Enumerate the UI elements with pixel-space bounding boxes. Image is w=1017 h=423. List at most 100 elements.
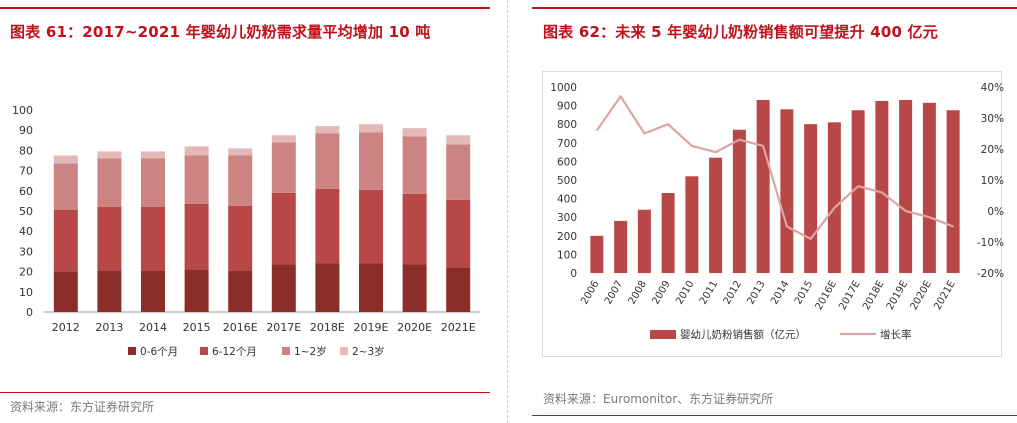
legend-label: 0-6个月 — [140, 346, 178, 358]
y-right-tick-label: 40% — [981, 82, 1004, 94]
y-left-tick-label: 100 — [557, 249, 577, 261]
sales-bar — [946, 110, 960, 273]
x-tick-label: 2008 — [627, 279, 649, 307]
figure-61-title: 图表 61：2017~2021 年婴幼儿奶粉需求量平均增加 10 吨 — [10, 23, 431, 41]
x-tick-label: 2021E — [932, 279, 957, 312]
growth-rate-point — [928, 216, 930, 218]
legend-label: 婴幼儿奶粉销售额（亿元） — [680, 328, 806, 341]
bar-segment — [141, 151, 165, 159]
y-right-tick-label: 30% — [981, 113, 1004, 125]
growth-rate-point — [833, 207, 835, 209]
x-tick-label: 2017E — [837, 279, 862, 312]
y-tick-label: 70 — [19, 165, 33, 178]
bar-segment — [446, 135, 471, 145]
x-tick-label: 2018E — [310, 321, 345, 334]
sales-bar — [899, 100, 913, 273]
y-left-tick-label: 300 — [557, 212, 577, 224]
x-tick-label: 2012 — [722, 279, 744, 307]
legend-label: 增长率 — [880, 328, 912, 341]
growth-rate-point — [596, 129, 598, 131]
y-left-tick-label: 700 — [557, 138, 577, 150]
bar-segment — [228, 155, 253, 206]
panel-divider — [507, 0, 508, 423]
sales-bar — [614, 220, 628, 273]
x-tick-label: 2015 — [183, 321, 211, 334]
y-right-tick-label: 20% — [981, 144, 1004, 156]
sales-bar — [827, 122, 841, 273]
bar-segment — [97, 158, 122, 207]
x-tick-label: 2013 — [745, 279, 767, 307]
y-tick-label: 50 — [19, 205, 33, 218]
growth-rate-point — [738, 139, 740, 141]
sales-bar — [804, 124, 818, 273]
growth-rate-point — [715, 151, 717, 153]
x-tick-label: 2016E — [223, 321, 258, 334]
x-tick-label: 2011 — [698, 279, 720, 307]
bar-segment — [97, 206, 122, 271]
y-right-tick-label: -10% — [977, 237, 1004, 249]
x-tick-label: 2019E — [354, 321, 389, 334]
bar-segment — [53, 163, 78, 210]
sales-bar — [732, 129, 746, 273]
bar-segment — [184, 146, 209, 156]
y-left-tick-label: 600 — [557, 156, 577, 168]
legend-swatch — [282, 347, 290, 355]
figure-62-source: 资料来源：Euromonitor、东方证券研究所 — [543, 392, 774, 406]
x-tick-label: 2017E — [266, 321, 301, 334]
x-tick-label: 2012 — [52, 321, 80, 334]
y-tick-label: 60 — [19, 185, 33, 198]
x-tick-label: 2015 — [793, 279, 815, 307]
sales-bar — [709, 157, 723, 273]
growth-rate-point — [620, 95, 622, 97]
bar-segment — [271, 135, 296, 143]
sales-bar — [685, 176, 699, 273]
x-tick-label: 2018E — [861, 279, 886, 312]
title-rule — [532, 7, 1017, 9]
growth-rate-point — [762, 145, 764, 147]
x-tick-label: 2007 — [603, 279, 625, 307]
bar-segment — [228, 148, 253, 156]
legend-swatch — [128, 347, 136, 355]
sales-bar — [590, 235, 604, 273]
y-tick-label: 40 — [19, 225, 33, 238]
sales-bar — [851, 110, 865, 273]
y-left-tick-label: 400 — [557, 194, 577, 206]
legend-label: 1~2岁 — [294, 345, 327, 358]
y-tick-label: 80 — [19, 144, 33, 157]
sales-bar — [661, 193, 675, 273]
figure-61-source: 资料来源：东方证券研究所 — [10, 400, 155, 414]
growth-rate-point — [691, 145, 693, 147]
growth-rate-point — [857, 185, 859, 187]
bar-segment — [53, 209, 78, 272]
title-rule — [0, 7, 490, 9]
y-left-tick-label: 500 — [557, 175, 577, 187]
bar-segment — [228, 270, 253, 312]
right-figure-panel: 图表 62：未来 5 年婴幼儿奶粉销售额可望提升 400 亿元 0 100 200 3… — [532, 0, 1017, 423]
x-tick-label: 2014 — [139, 321, 167, 334]
legend-label: 2~3岁 — [352, 345, 385, 358]
y-tick-label: 100 — [12, 104, 33, 117]
bar-segment — [359, 263, 383, 312]
bar-segment — [315, 188, 340, 264]
legend-swatch-bar — [650, 330, 676, 339]
y-right-tick-label: -20% — [977, 268, 1004, 280]
legend-swatch — [340, 347, 348, 355]
bar-segment — [402, 136, 427, 194]
y-tick-label: 30 — [19, 245, 33, 258]
growth-rate-point — [643, 132, 645, 135]
left-figure-panel: 图表 61：2017~2021 年婴幼儿奶粉需求量平均增加 10 吨 0 10 20… — [0, 0, 490, 423]
x-tick-label: 2020E — [397, 321, 432, 334]
bar-segment — [228, 205, 253, 271]
source-rule — [532, 415, 1017, 416]
combo-bar-line-chart: 0 100 200 300 400 500 600 700 800 900 1000 -20% -10%… — [550, 82, 1004, 341]
bar-segment — [315, 263, 340, 312]
bar-segment — [359, 132, 383, 190]
bar-segment — [97, 151, 122, 159]
bar-segment — [141, 206, 165, 271]
sales-bar — [922, 102, 936, 273]
growth-rate-point — [881, 191, 883, 193]
x-tick-label: 2006 — [579, 279, 601, 307]
x-tick-label: 2019E — [885, 279, 910, 312]
x-tick-label: 2021E — [441, 321, 476, 334]
growth-rate-point — [810, 238, 812, 240]
